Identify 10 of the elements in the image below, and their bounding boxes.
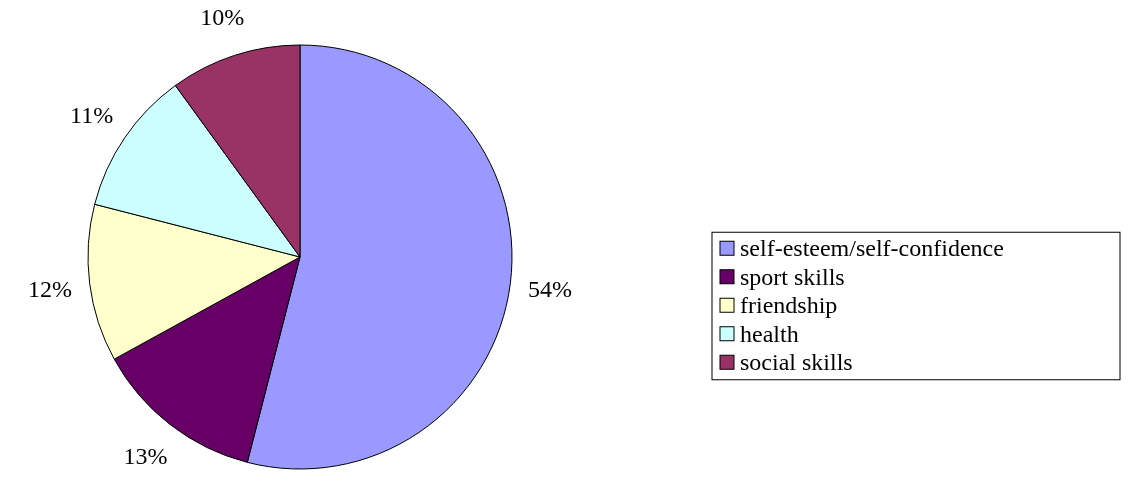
data-label: 10%: [200, 4, 245, 31]
data-label: 12%: [27, 275, 72, 302]
data-label: 54%: [528, 275, 573, 302]
legend-label: self-esteem/self-confidence: [740, 235, 1004, 262]
data-label: 13%: [123, 443, 168, 470]
legend-label: sport skills: [740, 263, 845, 290]
legend-label: friendship: [740, 292, 838, 319]
data-label: 11%: [70, 102, 114, 129]
legend-label: health: [740, 320, 799, 347]
legend-label: social skills: [740, 349, 853, 376]
